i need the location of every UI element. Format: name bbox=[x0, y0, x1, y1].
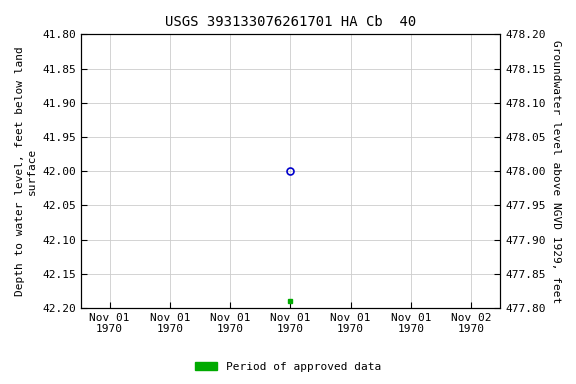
Title: USGS 393133076261701 HA Cb  40: USGS 393133076261701 HA Cb 40 bbox=[165, 15, 416, 29]
Legend: Period of approved data: Period of approved data bbox=[191, 358, 385, 377]
Y-axis label: Depth to water level, feet below land
surface: Depth to water level, feet below land su… bbox=[15, 46, 37, 296]
Y-axis label: Groundwater level above NGVD 1929, feet: Groundwater level above NGVD 1929, feet bbox=[551, 40, 561, 303]
